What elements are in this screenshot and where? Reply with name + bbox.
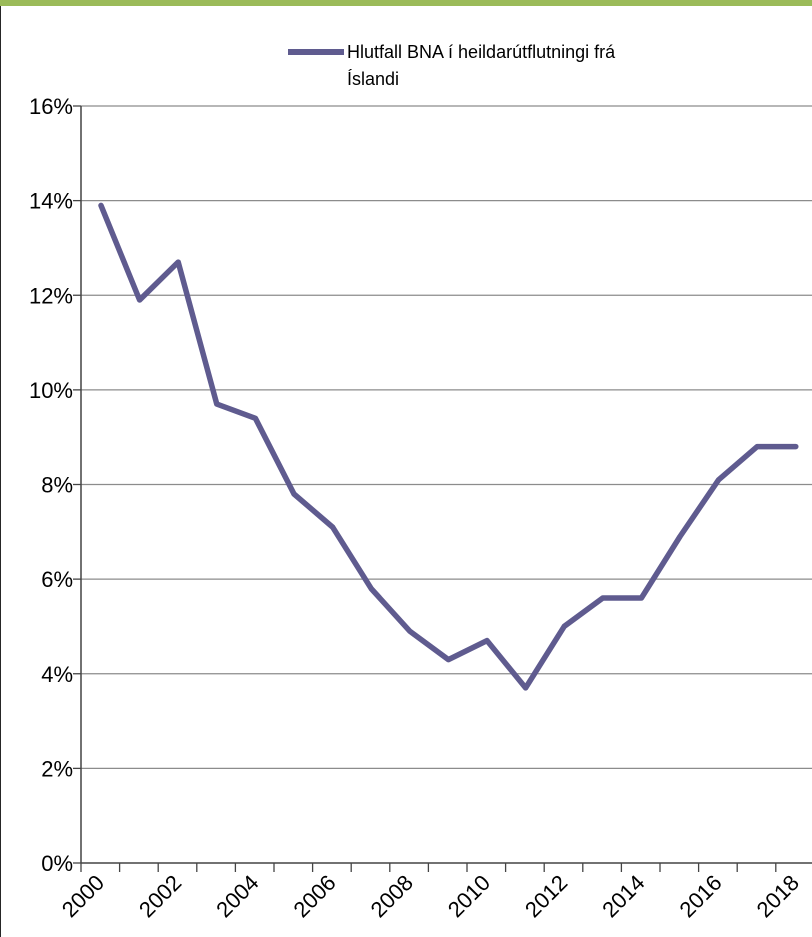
x-tick-label: 2016 <box>674 870 726 922</box>
data-point <box>407 629 412 634</box>
data-point <box>716 477 721 482</box>
series-line <box>98 202 799 691</box>
legend: Hlutfall BNA í heildarútflutningi frá Ís… <box>288 42 616 89</box>
data-point <box>562 624 567 629</box>
x-tick-label: 2000 <box>57 870 109 922</box>
data-point <box>176 260 181 265</box>
data-point <box>137 297 142 302</box>
x-tick-label: 2002 <box>134 870 186 922</box>
y-tick-label: 8% <box>41 473 73 498</box>
line-chart: 0%2%4%6%8%10%12%14%16% 2000 2002 2004 2006 2… <box>29 42 812 922</box>
y-tick-label: 10% <box>29 378 73 403</box>
data-point <box>99 203 104 208</box>
data-point <box>793 444 798 449</box>
data-point <box>330 525 335 530</box>
data-point <box>678 534 683 539</box>
y-tick-label: 2% <box>41 756 73 781</box>
x-tick-label: 2004 <box>211 870 263 922</box>
axes <box>73 105 812 872</box>
y-tick-label: 16% <box>29 94 73 119</box>
x-tick-labels: 2000 2002 2004 2006 2008 2010 2012 2014 2016 2018 <box>57 870 804 922</box>
x-tick-label: 2018 <box>752 870 804 922</box>
x-tick-label: 2014 <box>597 870 649 922</box>
y-tick-label: 6% <box>41 567 73 592</box>
data-point <box>600 596 605 601</box>
data-point <box>292 491 297 496</box>
x-tick-label: 2006 <box>288 870 340 922</box>
y-tick-label: 12% <box>29 283 73 308</box>
series <box>98 202 799 691</box>
data-point <box>214 402 219 407</box>
y-tick-label: 14% <box>29 189 73 214</box>
legend-label-line-1: Hlutfall BNA í heildarútflutningi frá <box>347 42 616 62</box>
gridlines <box>81 105 812 770</box>
chart-area: 0% 2% 4% 6% 8% 10% 12% 14% 16% 2000 2002 2004 2006 2… <box>0 6 812 937</box>
y-tick-label: 4% <box>41 662 73 687</box>
data-point <box>639 596 644 601</box>
data-point <box>755 444 760 449</box>
data-point <box>369 586 374 591</box>
x-tick-label: 2008 <box>366 870 418 922</box>
data-point <box>253 416 258 421</box>
x-tick-label: 2012 <box>520 870 572 922</box>
y-tick-labels: 0% 2% 4% 6% 8% 10% 12% 14% 16% <box>29 94 73 876</box>
x-tick-label: 2010 <box>443 870 495 922</box>
data-point <box>485 638 490 643</box>
legend-label-line-2: Íslandi <box>347 69 399 89</box>
y-tick-label: 0% <box>41 851 73 876</box>
top-accent-band <box>0 0 812 6</box>
data-point <box>523 685 528 690</box>
data-point <box>446 657 451 662</box>
